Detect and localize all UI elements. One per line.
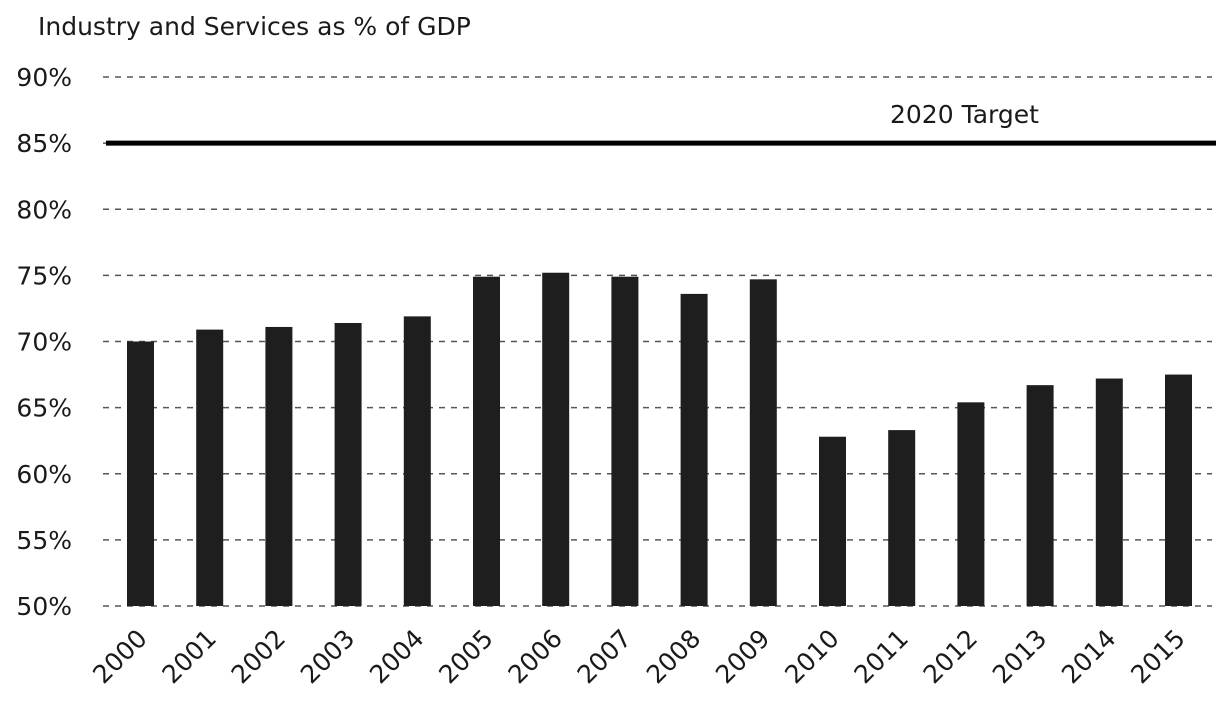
bar-2008: [680, 293, 708, 606]
x-tick-label-2008: 2008: [641, 624, 706, 689]
x-tick-label-2002: 2002: [226, 624, 291, 689]
y-tick-label: 50%: [16, 592, 72, 621]
y-tick-label: 90%: [16, 63, 72, 92]
x-tick-label-2001: 2001: [156, 624, 221, 689]
x-tick-label-2014: 2014: [1056, 624, 1121, 689]
bar-2001: [196, 329, 224, 606]
bars: [127, 272, 1192, 606]
bar-2014: [1095, 378, 1123, 606]
x-tick-label-2005: 2005: [433, 624, 498, 689]
chart-title: Industry and Services as % of GDP: [38, 12, 471, 41]
x-tick-label-2011: 2011: [848, 624, 913, 689]
y-tick-label: 60%: [16, 460, 72, 489]
bar-2005: [473, 276, 500, 606]
bar-2011: [888, 430, 916, 606]
bar-2002: [265, 326, 293, 606]
bar-2007: [611, 276, 639, 606]
target-group: 2020 Target: [106, 100, 1216, 146]
x-tick-label-2004: 2004: [364, 624, 429, 689]
y-tick-label: 80%: [16, 195, 72, 224]
x-tick-label-2003: 2003: [295, 624, 360, 689]
bar-2013: [1026, 385, 1054, 606]
x-tick-label-2013: 2013: [987, 624, 1052, 689]
bar-2000: [127, 341, 154, 606]
x-tick-label-2009: 2009: [710, 624, 775, 689]
x-tick-label-2000: 2000: [87, 624, 152, 689]
y-tick-label: 70%: [16, 328, 72, 357]
y-tick-label: 65%: [16, 394, 72, 423]
y-axis-tick-labels: 50% 55% 60% 65% 70% 75% 80% 85% 90%: [16, 63, 72, 621]
x-tick-label-2006: 2006: [502, 624, 567, 689]
y-tick-label: 55%: [16, 526, 72, 555]
bar-2006: [542, 272, 570, 606]
x-tick-label-2012: 2012: [918, 624, 983, 689]
x-tick-label-2015: 2015: [1125, 624, 1190, 689]
y-tick-label: 85%: [16, 129, 72, 158]
target-label: 2020 Target: [890, 100, 1039, 129]
x-tick-label-2010: 2010: [779, 624, 844, 689]
y-tick-label: 75%: [16, 261, 72, 290]
bar-2009: [749, 279, 777, 606]
x-tick-label-2007: 2007: [572, 624, 637, 689]
x-axis-tick-labels: 2000 2001 2002 2003 2004 2005 2006 2007 2008 2009…: [87, 624, 1190, 689]
bar-2010: [819, 436, 846, 606]
bar-2003: [334, 322, 362, 606]
bar-2004: [403, 316, 431, 606]
bar-2015: [1165, 374, 1192, 606]
bar-2012: [957, 402, 985, 606]
